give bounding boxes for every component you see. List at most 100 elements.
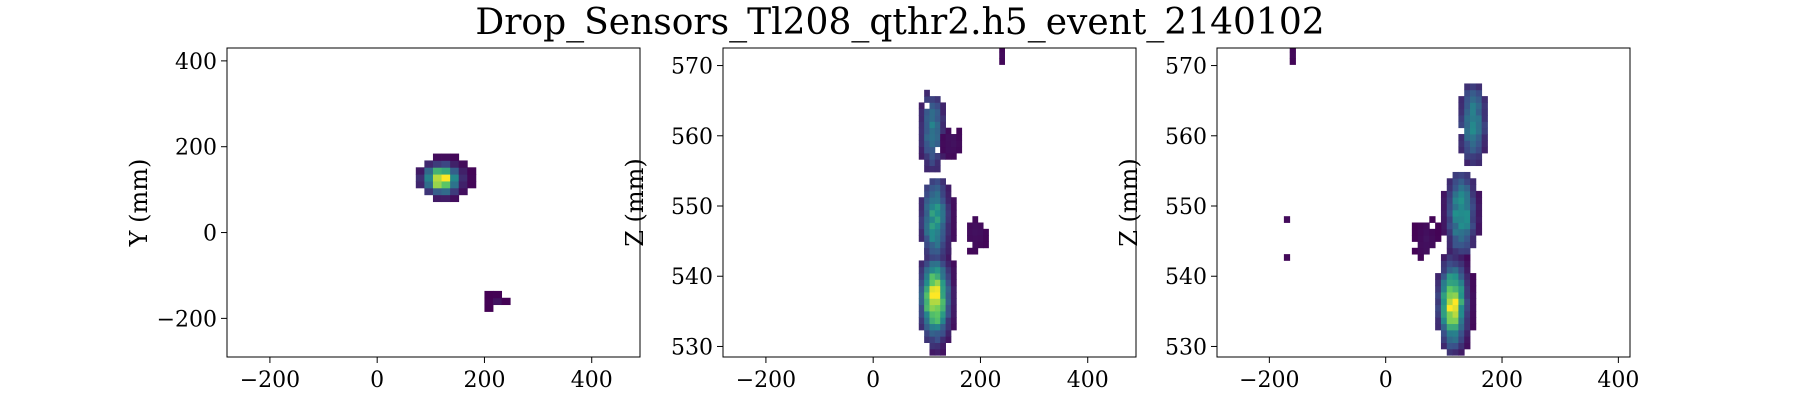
heatmap-cell [1464,152,1471,160]
heatmap-cell [1470,279,1477,287]
heatmap-cell [929,184,936,192]
heatmap-cell [940,222,946,230]
heatmap-cell [972,235,979,242]
heatmap-cell [1452,292,1459,299]
heatmap-cell [934,329,941,337]
heatmap-cell [1423,241,1430,249]
heatmap-cell [929,190,936,198]
heatmap-cell [924,266,930,274]
heatmap-cell [1440,279,1448,287]
heatmap-cell [1470,273,1477,280]
heatmap-cell [1446,184,1453,192]
heatmap-cell [945,197,952,204]
heatmap-cell [934,102,941,110]
heatmap-cell [1475,152,1483,160]
heatmap-cell [918,108,925,116]
heatmap-cell [1458,171,1465,179]
heatmap-cell [1464,146,1471,154]
heatmap-cell [1458,134,1465,141]
heatmap-cell [1481,108,1488,116]
heatmap-cell [1464,279,1471,287]
heatmap-cell [450,167,460,175]
heatmap-cell [1458,216,1465,223]
heatmap-cell [924,146,930,154]
x-tick-label: 400 [571,368,613,393]
heatmap-cell [1464,298,1471,306]
heatmap-cell [945,190,952,198]
heatmap-cell [1423,235,1430,242]
heatmap-cell [1470,83,1477,91]
heatmap-cell [929,152,936,160]
heatmap-cell [929,178,936,185]
heatmap-cell [1464,336,1471,343]
heatmap-cell [1481,140,1488,148]
heatmap-cell [918,203,925,211]
heatmap-cell [1440,203,1448,211]
heatmap-cell [950,292,957,299]
heatmap-cell [950,146,957,154]
heatmap-cell [1423,228,1430,236]
heatmap-cell [940,209,946,217]
heatmap-cell [1464,285,1471,293]
heatmap-cell [1470,209,1477,217]
heatmap-cell [918,197,925,204]
heatmap-cell [934,336,941,343]
heatmap-cell [950,134,957,141]
heatmap-cell [1464,83,1471,91]
heatmap-cell [1470,140,1477,148]
heatmap-cell [1464,235,1471,242]
heatmap-cell [945,216,952,223]
heatmap-cell [1440,285,1448,293]
heatmap-cell [1458,108,1465,116]
heatmap-cell [1475,216,1483,223]
heatmap-cell [1429,216,1436,223]
heatmap-cell [945,336,952,343]
heatmap-cell [950,285,957,293]
heatmap-cell [1464,247,1471,255]
heatmap-cell [999,58,1005,65]
heatmap-cell [1458,115,1465,122]
heatmap-cell [1481,146,1488,154]
heatmap-cell [458,174,468,182]
x-tick-label: 400 [1067,368,1109,393]
heatmap-cell [929,247,936,255]
heatmap-cell [1452,241,1459,249]
heatmap-cell [432,187,442,196]
axes-frame [1216,47,1631,358]
heatmap-cell [1452,317,1459,325]
heatmap-cell [945,222,952,230]
heatmap-cell [929,102,936,110]
heatmap-cell [458,181,468,189]
heatmap-cell [1464,102,1471,110]
subplot-2: −200 0 200 400 530 540 550 560 570 Z (mm) [621,47,1137,393]
heatmap-cell [1440,216,1448,223]
heatmap-cell [1464,197,1471,204]
heatmap-cell [967,235,973,242]
heatmap-cell [1470,292,1477,299]
y-tick-label: 540 [671,265,713,290]
heatmap-cell [918,216,925,223]
heatmap-cell [950,216,957,223]
y-tick-label: 0 [203,222,217,247]
heatmap-cell [940,323,946,331]
heatmap-cell [972,222,979,230]
heatmap-cell [1417,222,1424,230]
heatmap-cell [934,254,941,261]
heatmap-cell [1435,323,1442,331]
heatmap-cell [940,279,946,287]
heatmap-cell [940,292,946,299]
heatmap-cell [945,311,952,318]
heatmap-cell [945,209,952,217]
heatmap-cell [934,190,941,198]
heatmap-cell [1429,241,1436,249]
heatmap-cell [918,121,925,129]
heatmap-cell [929,127,936,135]
heatmap-cell [1464,266,1471,274]
heatmap-cell [1458,209,1465,217]
heatmap-cell [1411,222,1419,230]
heatmap-cell [1446,279,1453,287]
heatmap-cell [1481,134,1488,141]
heatmap-cell [945,184,952,192]
heatmap-cell [1458,273,1465,280]
heatmap-cell [934,292,941,299]
